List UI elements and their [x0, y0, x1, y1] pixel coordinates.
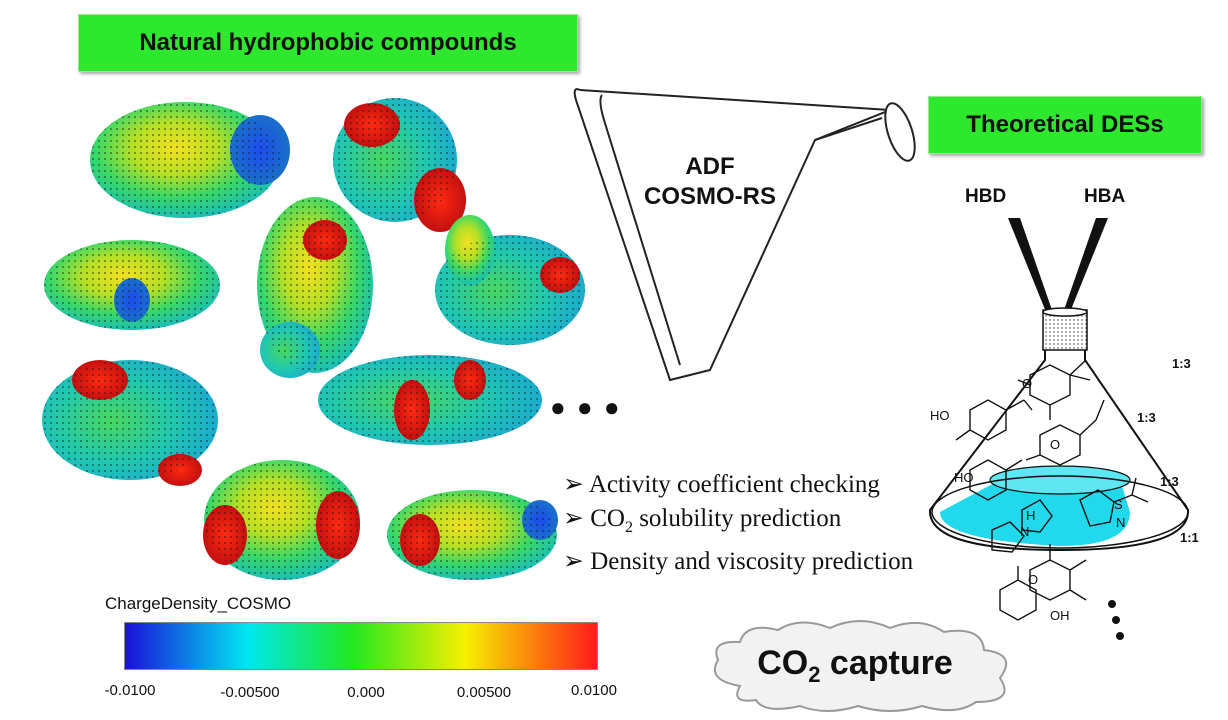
colorbar-tick-1: -0.0100	[104, 682, 156, 699]
bullet-marker: ➢	[563, 471, 584, 498]
flask-icon	[928, 218, 1190, 640]
bullet-item-3: ➢ Density and viscosity prediction	[563, 545, 913, 579]
atom-label-4: O	[1050, 437, 1061, 452]
cloud-shape	[713, 620, 1008, 712]
bullet-item-1: ➢ Activity coefficient checking	[563, 468, 913, 502]
co2-capture-label: CO2 capture	[700, 644, 1010, 688]
molecule-4	[257, 197, 373, 378]
natural-compounds-text: Natural hydrophobic compounds	[139, 29, 517, 56]
molecule-6	[42, 360, 218, 486]
theoretical-des-text: Theoretical DESs	[966, 111, 1164, 138]
colorbar	[124, 622, 598, 670]
molecule-3	[44, 240, 220, 330]
atom-label-1: HO	[930, 408, 950, 423]
co2-capture-post: capture	[820, 644, 953, 682]
atom-label-5: S	[1114, 497, 1123, 512]
bullet-text-1: Activity coefficient checking	[588, 471, 880, 498]
hbd-label: HBD	[965, 186, 1007, 207]
molecule-1	[90, 102, 290, 218]
bullet-text-3: Density and viscosity prediction	[590, 548, 914, 575]
ellipsis-dots: ● ● ●	[550, 392, 622, 422]
colorbar-tick-4: 0.00500	[456, 684, 512, 701]
ratio-label-4: 1:1	[1180, 530, 1199, 545]
bullet-text-2-pre: CO	[590, 505, 625, 532]
molecule-9	[387, 490, 558, 580]
natural-compounds-label: Natural hydrophobic compounds	[78, 14, 578, 72]
bullet-item-2: ➢ CO2 solubility prediction	[563, 502, 913, 545]
atom-label-3: HO	[954, 470, 974, 485]
molecule-5	[435, 215, 585, 345]
ratio-label-3: 1:3	[1160, 474, 1179, 489]
atom-label-10: O	[1028, 572, 1039, 587]
hba-label: HBA	[1084, 186, 1126, 207]
bullet-marker: ➢	[563, 505, 584, 532]
bullet-text-2-sub: 2	[624, 519, 633, 536]
colorbar-tick-5: 0.0100	[571, 682, 617, 699]
colorbar-tick-3: 0.000	[347, 684, 385, 701]
atom-label-2: O	[1022, 376, 1033, 391]
funnel-line-1: ADF	[685, 153, 735, 180]
co2-capture-pre: CO	[757, 644, 809, 682]
funnel-icon	[573, 88, 916, 382]
atom-label-9: OH	[1050, 608, 1070, 623]
funnel-text: ADF COSMO-RS	[625, 152, 795, 212]
bullet-text-2-post: solubility prediction	[632, 505, 842, 532]
bullet-marker: ➢	[563, 548, 584, 575]
ratio-label-1: 1:3	[1172, 356, 1191, 371]
theoretical-des-label: Theoretical DESs	[928, 96, 1202, 154]
molecule-8	[203, 460, 360, 580]
atom-label-8: N	[1020, 524, 1030, 539]
colorbar-tick-2: -0.00500	[220, 684, 280, 701]
colorbar-title: ChargeDensity_COSMO	[105, 594, 292, 613]
molecular-surfaces	[42, 98, 585, 580]
ratio-label-2: 1:3	[1137, 410, 1156, 425]
atom-label-6: N	[1116, 515, 1126, 530]
co2-capture-sub: 2	[808, 661, 821, 687]
funnel-line-2: COSMO-RS	[644, 183, 776, 210]
bullet-list: ➢ Activity coefficient checking ➢ CO2 so…	[563, 468, 913, 579]
atom-label-7: H	[1026, 508, 1036, 523]
molecule-7	[318, 355, 542, 445]
molecule-2	[333, 98, 466, 232]
